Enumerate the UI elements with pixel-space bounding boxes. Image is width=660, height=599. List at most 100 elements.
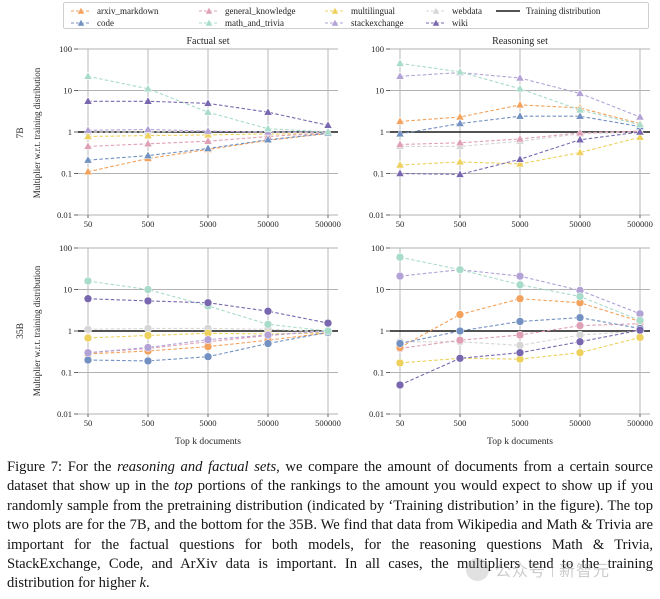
plot-7b-reasoning: 100 10 1 0.1 0.01 50 500 5000 50000 500000 Reasoni… xyxy=(366,33,658,238)
legend-label: wiki xyxy=(452,17,469,28)
legend-item-general_knowledge: general_knowledge xyxy=(198,5,324,16)
legend-item-multilingual: multilingual xyxy=(324,5,425,16)
svg-text:1: 1 xyxy=(380,127,384,137)
legend-label: math_and_trivia xyxy=(225,17,284,28)
series-wiki xyxy=(83,294,333,328)
svg-text:10: 10 xyxy=(63,284,72,294)
arxiv_markdown-marker-icon xyxy=(71,6,91,14)
svg-text:50: 50 xyxy=(84,219,93,229)
legend-label: Training distribution xyxy=(526,5,601,16)
caption-text: portions of the rankings to the amount y… xyxy=(7,478,653,592)
svg-text:50: 50 xyxy=(396,418,405,428)
series-wiki xyxy=(395,127,645,178)
plot-7b-factual: 100 10 1 0.1 0.01 50 500 5000 50000 500000 Factual… xyxy=(54,33,346,238)
svg-text:5000: 5000 xyxy=(511,418,528,428)
svg-text:100: 100 xyxy=(371,243,384,253)
legend-item-arxiv_markdown: arxiv_markdown xyxy=(70,5,198,16)
caption-text: Figure 7: For the xyxy=(7,459,118,475)
svg-text:500: 500 xyxy=(454,418,467,428)
svg-text:0.1: 0.1 xyxy=(61,367,72,377)
legend-item-stackexchange: stackexchange xyxy=(324,17,425,28)
chart-svg-35b-reasoning: 100 10 1 0.1 0.01 50 500 5000 50000 500000 Top k d… xyxy=(369,243,653,447)
svg-text:500: 500 xyxy=(142,418,155,428)
caption-text-italic: reasoning and factual sets xyxy=(117,459,277,475)
svg-text:0.01: 0.01 xyxy=(57,409,72,419)
series-code xyxy=(83,128,333,164)
y-axis-label-35b: Multiplier w.r.t. training distribution xyxy=(32,265,42,397)
caption-text: . xyxy=(146,575,150,592)
series-math_and_trivia xyxy=(395,253,645,325)
wiki-marker-icon xyxy=(426,18,446,26)
plot-legend: arxiv_markdown code general_knowledge math_… xyxy=(63,2,649,29)
svg-text:100: 100 xyxy=(59,243,72,253)
svg-text:500: 500 xyxy=(454,219,467,229)
legend-item-math_and_trivia: math_and_trivia xyxy=(198,17,324,28)
training-distribution-line-icon xyxy=(496,9,520,12)
svg-text:0.1: 0.1 xyxy=(373,168,384,178)
caption-text-italic: k xyxy=(139,575,147,592)
chart-svg-7b-factual: 100 10 1 0.1 0.01 50 500 5000 50000 500000 Factual… xyxy=(57,36,341,229)
legend-label: webdata xyxy=(452,5,482,16)
series-wiki xyxy=(395,325,645,390)
legend-label: general_knowledge xyxy=(225,5,296,16)
svg-text:100: 100 xyxy=(371,44,384,54)
y-axis-label-7b: Multiplier w.r.t. training distribution xyxy=(32,67,42,199)
legend-column: webdata wiki xyxy=(425,5,495,28)
series-multilingual xyxy=(395,132,645,169)
svg-text:50: 50 xyxy=(84,418,93,428)
chart-title: Factual set xyxy=(186,36,229,47)
series-math_and_trivia xyxy=(83,71,333,136)
series-math_and_trivia xyxy=(83,276,333,336)
legend-label: code xyxy=(97,17,114,28)
svg-text:5000: 5000 xyxy=(511,219,528,229)
series-math_and_trivia xyxy=(395,58,645,128)
webdata-marker-icon xyxy=(426,6,446,14)
svg-text:100: 100 xyxy=(59,44,72,54)
legend-label: multilingual xyxy=(351,5,395,16)
series-wiki xyxy=(83,96,333,129)
svg-text:0.01: 0.01 xyxy=(369,409,384,419)
legend-label: stackexchange xyxy=(351,17,404,28)
svg-text:10: 10 xyxy=(375,284,384,294)
svg-text:10: 10 xyxy=(63,85,72,95)
code-marker-icon xyxy=(71,18,91,26)
caption-text: , we compare the amount of documents fro… xyxy=(7,459,653,495)
legend-item-code: code xyxy=(70,17,198,28)
svg-text:10: 10 xyxy=(375,85,384,95)
multilingual-marker-icon xyxy=(325,6,345,14)
svg-text:1: 1 xyxy=(68,326,72,336)
row-label-7b: 7B xyxy=(16,127,26,139)
row-label-35b: 35B xyxy=(16,323,26,339)
plot-35b-factual: 100 10 1 0.1 0.01 50 500 5000 50000 500000 Top k d… xyxy=(54,240,346,454)
chart-svg-35b-factual: 100 10 1 0.1 0.01 50 500 5000 50000 500000 Top k d… xyxy=(57,243,341,447)
legend-item-wiki: wiki xyxy=(425,17,495,28)
plot-35b-reasoning: 100 10 1 0.1 0.01 50 500 5000 50000 500000 Top k d… xyxy=(366,240,658,454)
legend-column: multilingual stackexchange xyxy=(324,5,425,28)
svg-text:5000: 5000 xyxy=(199,219,216,229)
legend-item-training-distribution: Training distribution xyxy=(495,5,600,16)
svg-text:5000: 5000 xyxy=(199,418,216,428)
svg-text:500: 500 xyxy=(142,219,155,229)
svg-text:50000: 50000 xyxy=(569,219,590,229)
legend-column-training: Training distribution xyxy=(495,5,600,16)
legend-label: arxiv_markdown xyxy=(97,5,159,16)
svg-text:50: 50 xyxy=(396,219,405,229)
svg-text:50000: 50000 xyxy=(569,418,590,428)
legend-column: general_knowledge math_and_trivia xyxy=(198,5,324,28)
chart-svg-7b-reasoning: 100 10 1 0.1 0.01 50 500 5000 50000 500000 Reasoni… xyxy=(369,36,653,229)
svg-text:1: 1 xyxy=(68,127,72,137)
svg-text:50000: 50000 xyxy=(257,418,278,428)
x-axis-label: Top k documents xyxy=(175,436,241,447)
svg-text:500000: 500000 xyxy=(627,219,653,229)
caption-text-italic: top xyxy=(174,478,193,495)
svg-text:0.1: 0.1 xyxy=(61,168,72,178)
svg-text:1: 1 xyxy=(380,326,384,336)
math_and_trivia-marker-icon xyxy=(199,18,219,26)
figure-caption: Figure 7: For the reasoning and factual … xyxy=(7,458,653,594)
chart-title: Reasoning set xyxy=(492,36,548,47)
stackexchange-marker-icon xyxy=(325,18,345,26)
svg-text:500000: 500000 xyxy=(315,219,341,229)
svg-text:500000: 500000 xyxy=(627,418,653,428)
svg-text:50000: 50000 xyxy=(257,219,278,229)
